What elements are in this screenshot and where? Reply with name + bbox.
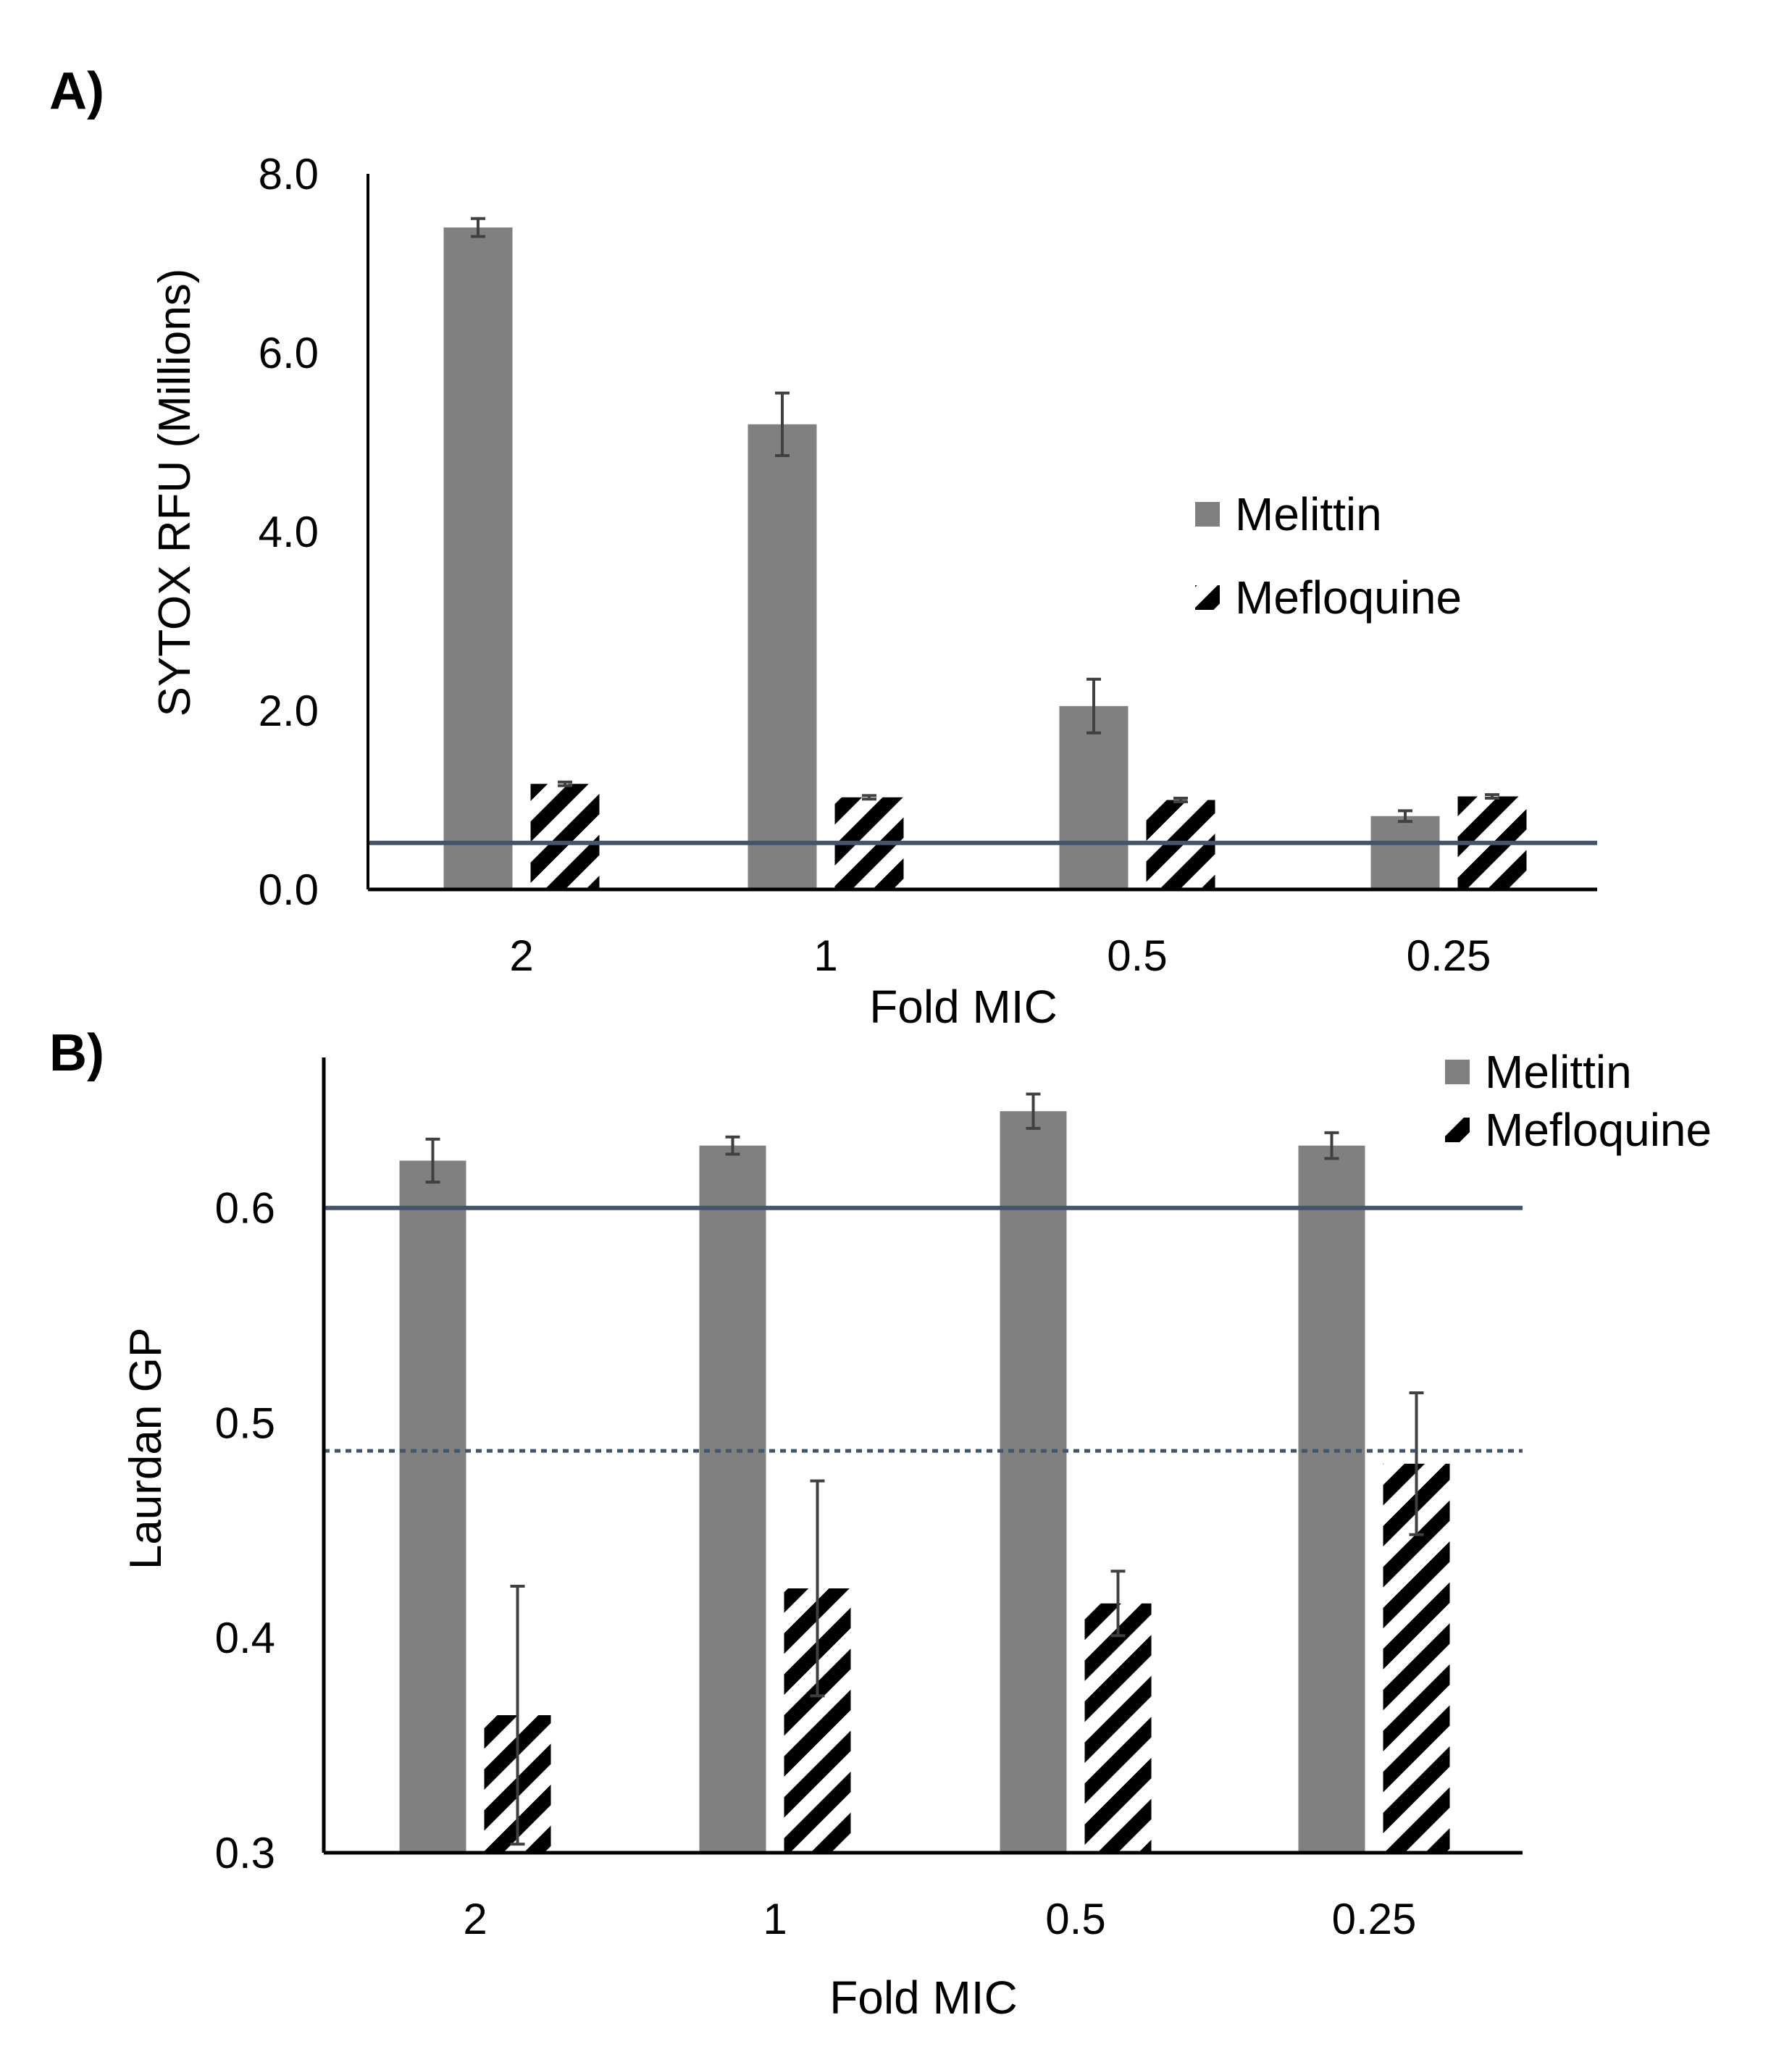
melittin-bar	[1059, 705, 1129, 889]
x-tick-label: 1	[763, 1895, 787, 1943]
y-tick-label: 0.5	[215, 1399, 275, 1447]
y-tick-label: 0.4	[215, 1614, 275, 1662]
x-axis-title: Fold MIC	[829, 1972, 1018, 2024]
y-tick-label: 0.6	[215, 1184, 275, 1233]
panel-a: A) 0.0 2.0 4.0 6.0 8.0 SYTOX RFU (Millions) 2 1 0…	[49, 62, 1597, 1033]
melittin-bar	[399, 1160, 466, 1853]
x-axis-title: Fold MIC	[869, 981, 1058, 1033]
y-tick-label: 4.0	[259, 508, 319, 556]
mefloquine-legend-swatch	[1195, 585, 1220, 610]
melittin-bar	[699, 1145, 766, 1853]
x-tick-label: 0.25	[1332, 1895, 1417, 1943]
melittin-bar	[443, 227, 513, 890]
melittin-bar	[748, 424, 817, 889]
melittin-bar	[1370, 816, 1440, 889]
melittin-legend-swatch	[1195, 502, 1220, 527]
y-axis-title: SYTOX RFU (Millions)	[150, 269, 200, 717]
panel-label: B)	[49, 1024, 104, 1082]
mefloquine-legend-label: Mefloquine	[1235, 571, 1462, 624]
x-tick-label: 2	[509, 931, 533, 980]
legend: Melittin Mefloquine	[1445, 1046, 1712, 1156]
mefloquine-bar	[1084, 1603, 1152, 1853]
melittin-legend-label: Melittin	[1485, 1046, 1632, 1098]
x-tick-label: 0.5	[1107, 931, 1167, 980]
y-tick-label: 0.3	[215, 1829, 275, 1877]
mefloquine-legend-swatch	[1445, 1118, 1470, 1142]
x-tick-label: 0.5	[1045, 1895, 1105, 1943]
y-tick-label: 8.0	[259, 150, 319, 198]
melittin-legend-label: Melittin	[1235, 488, 1382, 540]
mefloquine-bar	[530, 784, 600, 889]
melittin-bar	[1298, 1145, 1365, 1853]
y-axis-title: Laurdan GP	[121, 1328, 171, 1570]
y-tick-label: 2.0	[259, 687, 319, 735]
panel-label: A)	[49, 62, 104, 120]
y-tick-label: 6.0	[259, 329, 319, 377]
x-tick-label: 2	[463, 1895, 487, 1943]
melittin-legend-swatch	[1445, 1060, 1470, 1084]
x-tick-label: 1	[813, 931, 837, 980]
x-tick-label: 0.25	[1407, 931, 1491, 980]
y-tick-label: 0.0	[259, 866, 319, 914]
legend: Melittin Mefloquine	[1195, 488, 1462, 624]
melittin-bar	[1000, 1111, 1067, 1853]
mefloquine-legend-label: Mefloquine	[1485, 1104, 1712, 1156]
panel-b: B) 0.3 0.4 0.5 0.6 Laurdan GP 2 1 0.5 0.25 Fold MI…	[49, 1024, 1712, 2024]
